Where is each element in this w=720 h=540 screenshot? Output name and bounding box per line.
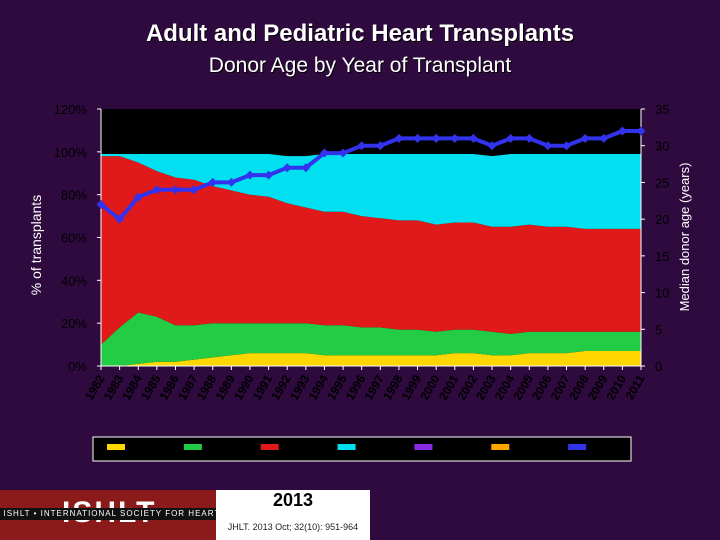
- report-year: 2013: [272, 490, 314, 510]
- median-age-point: [170, 185, 180, 195]
- median-age-point: [96, 199, 106, 209]
- median-age-point: [562, 141, 572, 151]
- median-age-point: [226, 177, 236, 187]
- year-panel: [216, 490, 370, 540]
- median-age-point: [189, 185, 199, 195]
- median-age-point: [431, 133, 441, 143]
- y2-tick-label: 10: [655, 286, 669, 301]
- area-series-2: [101, 312, 641, 366]
- area-series-1: [101, 351, 641, 366]
- legend-box: [92, 436, 632, 462]
- y-tick-label: 60%: [61, 231, 87, 246]
- y2-tick-label: 25: [655, 175, 669, 190]
- legend-swatch-1: [107, 444, 125, 450]
- median-age-point: [152, 185, 162, 195]
- x-tick-label: 2010: [604, 372, 630, 402]
- y-tick-label: 40%: [61, 273, 87, 288]
- y-tick-label: 0%: [68, 359, 87, 374]
- y2-axis-label: Median donor age (years): [677, 163, 692, 312]
- legend-swatch-2: [183, 444, 202, 450]
- median-age-point: [506, 133, 516, 143]
- area-series-4: [101, 154, 641, 229]
- y-tick-label: 20%: [61, 316, 87, 331]
- y2-tick-label: 30: [655, 139, 669, 154]
- median-age-point: [394, 133, 404, 143]
- median-age-point: [338, 148, 348, 158]
- median-age-point: [468, 133, 478, 143]
- median-age-point: [487, 141, 497, 151]
- y-axis-label: % of transplants: [28, 195, 44, 295]
- median-age-point: [245, 170, 255, 180]
- median-age-point: [301, 163, 311, 173]
- slide-subtitle: Donor Age by Year of Transplant: [208, 54, 512, 77]
- median-age-point: [599, 133, 609, 143]
- area-series-3: [101, 156, 641, 345]
- y2-tick-label: 15: [655, 249, 669, 264]
- median-age-point: [208, 177, 218, 187]
- y-tick-label: 100%: [54, 145, 88, 160]
- y-tick-label: 80%: [61, 188, 87, 203]
- slide-title: Adult and Pediatric Heart Transplants: [145, 20, 575, 47]
- citation: JHLT. 2013 Oct; 32(10): 951-964: [227, 522, 359, 532]
- y2-tick-label: 0: [655, 359, 662, 374]
- median-age-point: [319, 148, 329, 158]
- median-age-point: [413, 133, 423, 143]
- legend-swatch-7: [568, 444, 587, 450]
- median-age-point: [524, 133, 534, 143]
- median-age-point: [636, 126, 646, 136]
- legend-swatch-3: [260, 444, 279, 450]
- median-age-point: [282, 163, 292, 173]
- x-tick-label: 2011: [622, 372, 647, 402]
- legend-swatch-5: [414, 444, 433, 450]
- legend-swatch-6: [491, 444, 510, 450]
- median-age-point: [543, 141, 553, 151]
- median-age-point: [357, 141, 367, 151]
- median-age-point: [133, 192, 143, 202]
- median-age-point: [580, 133, 590, 143]
- median-age-point: [450, 133, 460, 143]
- y2-tick-label: 35: [655, 102, 669, 117]
- median-age-point: [115, 214, 125, 224]
- y-tick-label: 120%: [54, 102, 88, 117]
- y2-tick-label: 20: [655, 212, 669, 227]
- median-age-point: [617, 126, 627, 136]
- median-age-point: [375, 141, 385, 151]
- y2-tick-label: 5: [655, 322, 662, 337]
- median-age-point: [264, 170, 274, 180]
- legend-swatch-4: [337, 444, 356, 450]
